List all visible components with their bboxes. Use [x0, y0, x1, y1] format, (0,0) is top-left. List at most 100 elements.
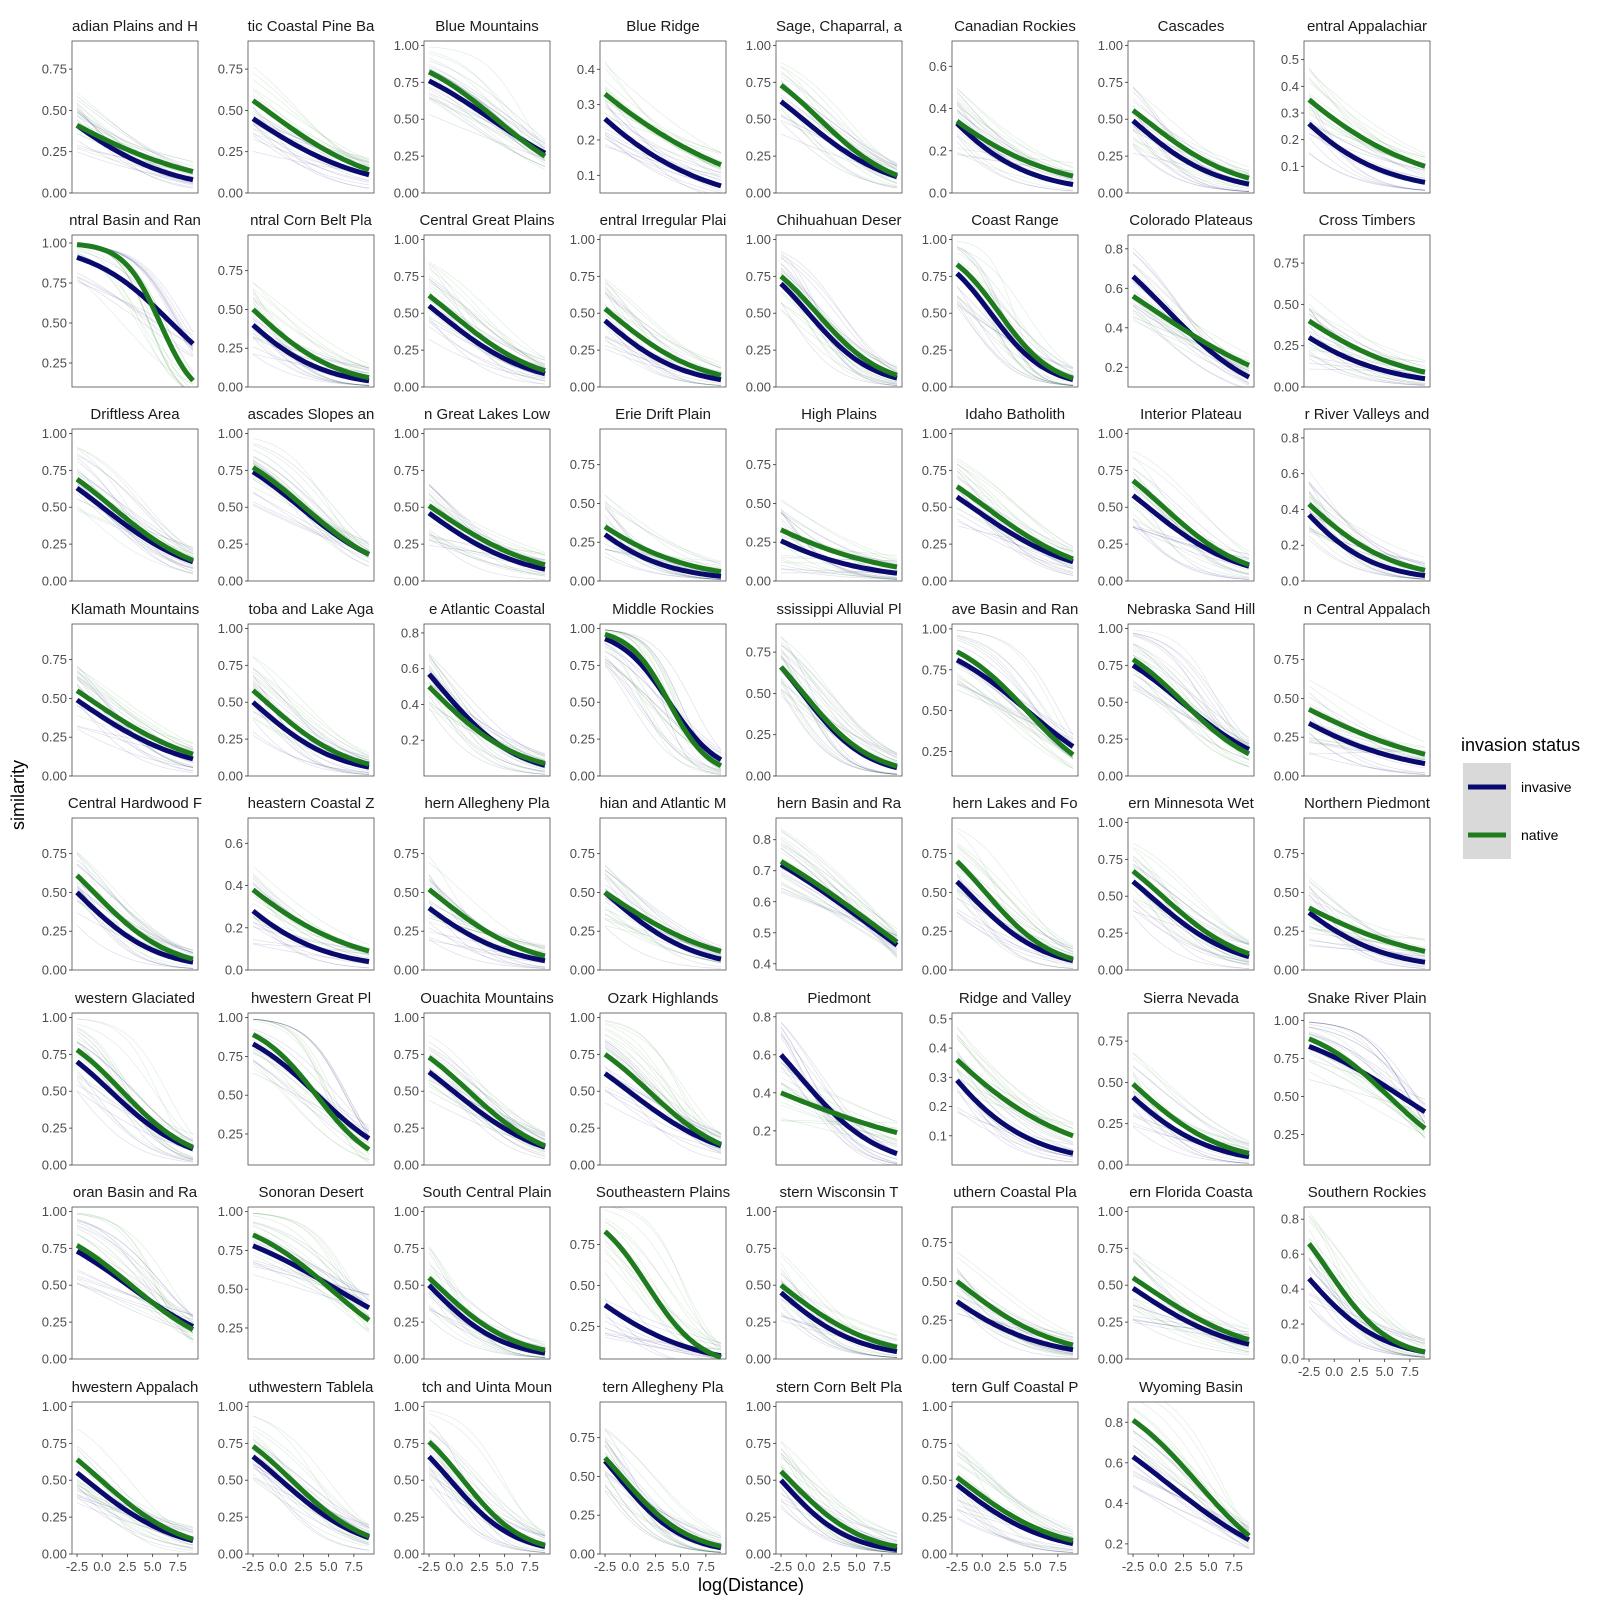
- y-tick-label: 0.50: [1098, 1075, 1123, 1090]
- sample-curve-native: [1132, 1057, 1250, 1142]
- sample-curve-native: [1132, 644, 1250, 761]
- series-line-invasive: [779, 538, 898, 576]
- y-tick-label: 0.00: [394, 1158, 419, 1173]
- sample-curve-invasive: [780, 1452, 898, 1553]
- sample-curve-native: [956, 252, 1074, 375]
- sample-curve-invasive: [956, 1450, 1074, 1536]
- y-tick-label: 0.25: [570, 1121, 595, 1136]
- panel: Sierra Nevada 0.00 0.25 0.50 0.75: [1098, 990, 1255, 1173]
- y-tick-label: 0.2: [1105, 360, 1123, 375]
- sample-curve-invasive: [604, 1089, 722, 1154]
- sample-curve-native: [956, 1055, 1074, 1129]
- y-tick-label: 0.00: [746, 1352, 771, 1367]
- sample-curve-native: [956, 673, 1074, 766]
- sample-curve-invasive: [76, 1277, 194, 1316]
- sample-curve-native: [1132, 1418, 1250, 1524]
- series-line-invasive: [955, 271, 1074, 383]
- sample-curve-invasive: [604, 629, 722, 750]
- x-tick-label: 2.5: [118, 1559, 136, 1574]
- sample-curve-native: [780, 500, 898, 560]
- panel: heastern Coastal Z 0.0 0.2 0.4 0.6: [225, 795, 375, 978]
- sample-curve-invasive: [956, 302, 1074, 386]
- sample-curve-invasive: [428, 60, 546, 140]
- sample-curve-native: [780, 644, 898, 763]
- sample-curve-native: [780, 526, 898, 579]
- y-tick-label: 0.50: [570, 1278, 595, 1293]
- sample-curve-invasive: [252, 1463, 370, 1532]
- sample-curve-invasive: [604, 655, 722, 773]
- panel-title: Colorado Plateaus: [1129, 212, 1252, 229]
- panel: Middle Rockies 0.00 0.25 0.50 0.75 1.00: [570, 601, 727, 784]
- sample-curve-native: [252, 1060, 370, 1140]
- panel: Piedmont 0.2 0.4 0.6 0.8: [753, 990, 903, 1166]
- y-tick-label: 1.00: [922, 621, 947, 636]
- y-tick-label: 0.4: [1281, 502, 1299, 517]
- y-tick-label: 1.00: [42, 426, 67, 441]
- y-tick-label: 1.00: [42, 236, 67, 251]
- sample-curve-native: [252, 79, 370, 166]
- sample-curve-invasive: [252, 491, 370, 559]
- panel: stern Wisconsin T 0.00 0.25 0.50 0.75 1.00: [746, 1184, 903, 1367]
- sample-curve-native: [76, 1234, 194, 1322]
- y-tick-label: 0.50: [42, 691, 67, 706]
- sample-curve-native: [1308, 511, 1426, 580]
- y-tick-label: 1.00: [218, 1204, 243, 1219]
- sample-curve-native: [780, 1457, 898, 1534]
- sample-curve-invasive: [76, 728, 194, 768]
- series-line-native: [955, 649, 1075, 757]
- sample-curve-native: [604, 1474, 722, 1553]
- y-tick-label: 0.75: [218, 1436, 243, 1451]
- panel-border: [1127, 817, 1255, 971]
- panel-border: [423, 817, 551, 971]
- sample-curve-invasive: [1132, 128, 1250, 192]
- y-tick-label: 0.75: [746, 457, 771, 472]
- sample-curve-invasive: [956, 1090, 1074, 1158]
- y-tick-label: 0.75: [570, 1430, 595, 1445]
- y-tick-label: 0.25: [746, 1510, 771, 1525]
- series-line-native: [1131, 478, 1250, 568]
- x-tick-label: 7.5: [521, 1559, 539, 1574]
- y-tick-label: 0.25: [570, 732, 595, 747]
- x-tick-label: 0.0: [621, 1559, 639, 1574]
- sample-curve-invasive: [1132, 485, 1250, 580]
- y-tick-label: 0.50: [570, 695, 595, 710]
- series-line-invasive: [1131, 1454, 1251, 1542]
- sample-curve-native: [604, 1022, 722, 1136]
- sample-curve-native: [1308, 495, 1426, 558]
- panel-border: [775, 1401, 903, 1555]
- sample-curve-native: [1308, 679, 1426, 743]
- sample-curve-invasive: [76, 277, 194, 348]
- sample-curve-invasive: [428, 927, 546, 964]
- sample-curve-invasive: [1132, 302, 1250, 370]
- y-tick-label: 1.00: [570, 621, 595, 636]
- sample-curve-native: [1132, 1252, 1250, 1327]
- sample-curve-native: [76, 676, 194, 748]
- sample-curve-invasive: [604, 105, 722, 182]
- sample-curve-invasive: [252, 1232, 370, 1308]
- sample-curve-native: [252, 1449, 370, 1544]
- sample-curve-native: [956, 132, 1074, 191]
- panel-border: [71, 428, 199, 582]
- panel: Ridge and Valley 0.1 0.2 0.3 0.4 0.5: [929, 990, 1079, 1166]
- sample-curve-invasive: [780, 692, 898, 775]
- y-tick-label: 1.00: [1098, 815, 1123, 830]
- sample-curve-native: [1155, 1402, 1250, 1534]
- sample-curve-invasive: [1132, 305, 1250, 372]
- sample-curve-native: [1132, 457, 1250, 552]
- sample-curve-invasive: [252, 1479, 370, 1541]
- sample-curve-native: [1132, 1308, 1250, 1347]
- y-tick-label: 0.0: [1281, 574, 1299, 589]
- sample-curve-invasive: [780, 682, 898, 756]
- y-tick-label: 0.75: [922, 463, 947, 478]
- sample-curve-native: [1132, 643, 1250, 743]
- y-tick-label: 0.50: [42, 1473, 67, 1488]
- panel-title: ern Florida Coasta: [1129, 1184, 1253, 1201]
- sample-curve-native: [956, 1026, 1074, 1130]
- sample-curve-native: [1132, 863, 1250, 946]
- y-tick-label: 0.50: [394, 500, 419, 515]
- x-tick-label: 2.5: [1350, 1364, 1368, 1379]
- sample-curve-native: [956, 1299, 1074, 1356]
- sample-curve-native: [956, 100, 1074, 175]
- series-line-native: [251, 1232, 371, 1323]
